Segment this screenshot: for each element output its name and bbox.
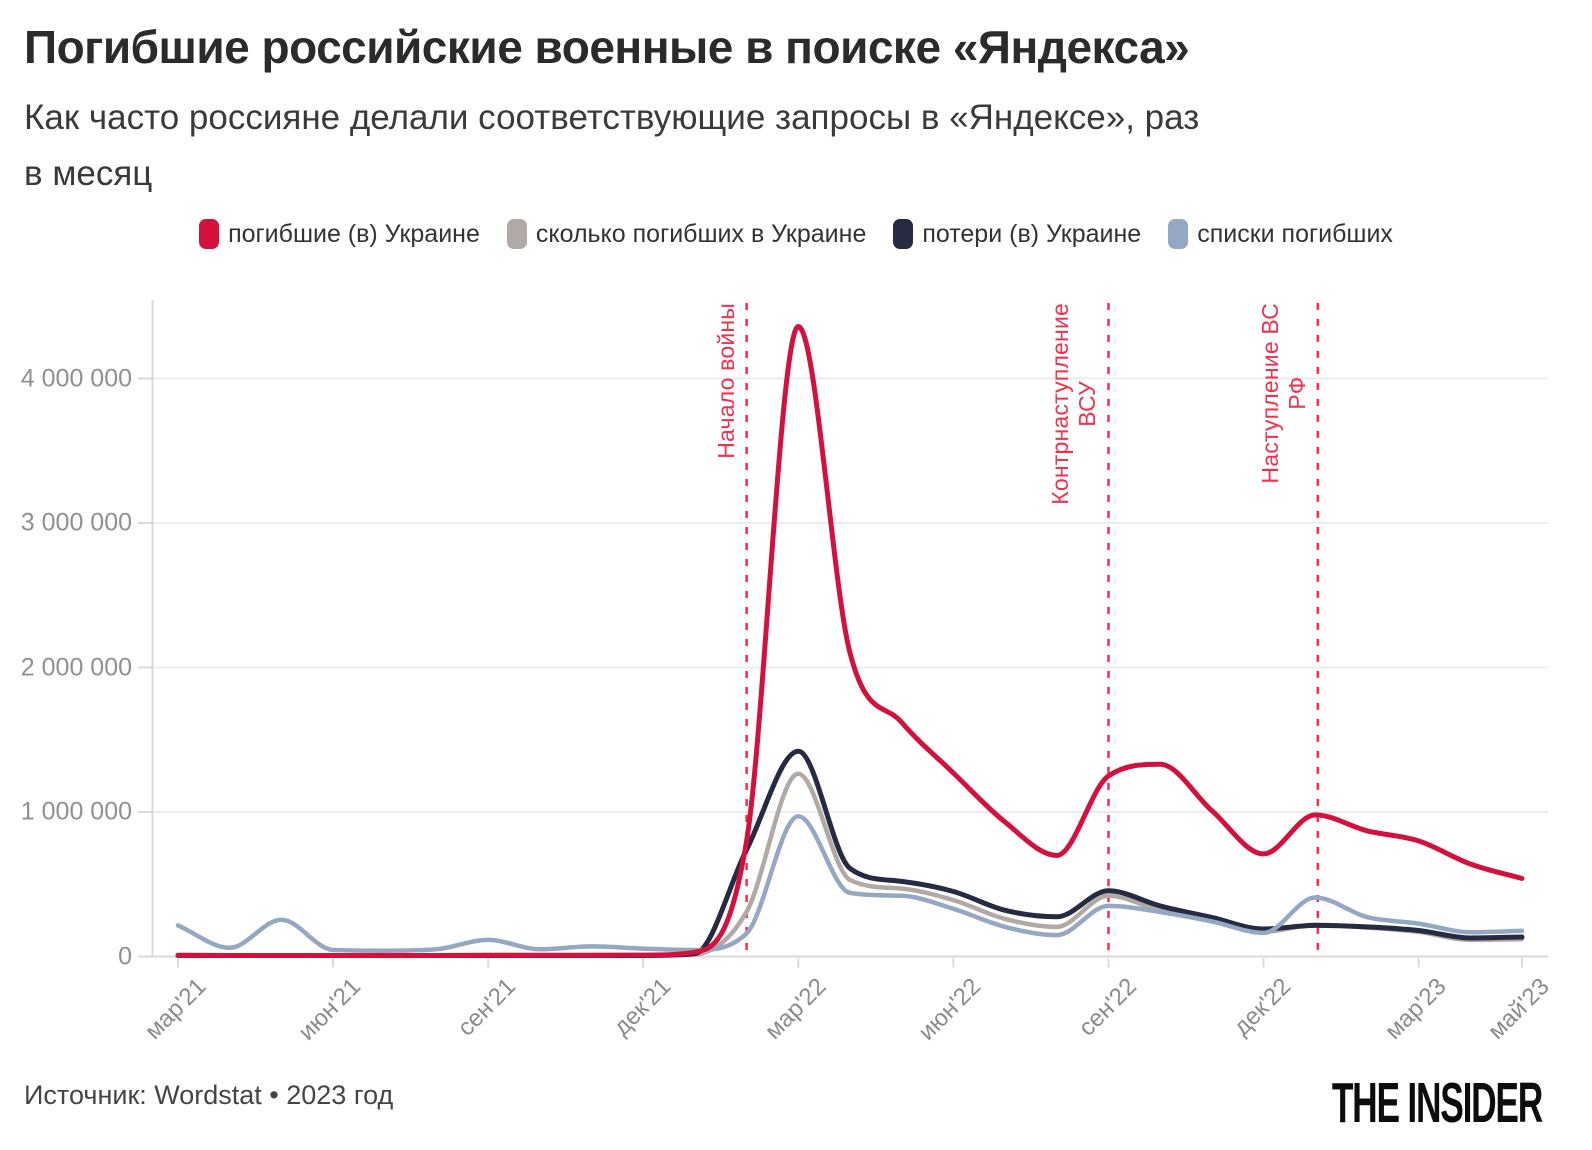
legend-swatch	[893, 219, 914, 249]
line-lists-of-dead	[175, 814, 1525, 953]
legend-item-3: списки погибших	[1168, 219, 1393, 249]
source-note: Источник: Wordstat • 2023 год	[24, 1080, 394, 1110]
legend-item-2: потери (в) Украине	[893, 219, 1141, 249]
annotation-war-start: Начало войны	[712, 303, 739, 459]
y-tick-label: 4 000 000	[20, 364, 132, 392]
y-tick-label: 1 000 000	[20, 797, 132, 826]
legend-swatch	[506, 219, 527, 249]
annotation-russia-offensive: Наступление ВС РФ	[1256, 303, 1310, 484]
legend-item-label: потери (в) Украине	[922, 219, 1142, 248]
y-tick-label: 3 000 000	[20, 508, 132, 537]
legend-item-label: списки погибших	[1197, 219, 1393, 248]
the-insider-logo: THE INSIDER	[1331, 1071, 1543, 1135]
legend-item-label: погибшие (в) Украине	[228, 219, 480, 248]
line-dead-in-ukraine	[175, 324, 1525, 959]
y-tick-label: 2 000 000	[20, 653, 132, 681]
y-tick-label: 0	[118, 942, 132, 970]
legend-swatch	[199, 219, 220, 249]
annotation-ukraine-counteroffensive: Контрнаступление ВСУ	[1047, 303, 1101, 505]
line-losses-in-ukraine	[175, 748, 1525, 959]
legend-item-label: сколько погибших в Украине	[535, 219, 867, 248]
chart-subtitle-line1: Как часто россияне делали соответствующи…	[24, 98, 1200, 137]
chart-subtitle: Как часто россияне делали соответствующи…	[24, 90, 1199, 202]
chart-title: Погибшие российские военные в поиске «Ян…	[24, 21, 1190, 73]
legend: погибшие (в) Украине сколько погибших в У…	[0, 219, 1592, 249]
legend-item-0: погибшие (в) Украине	[199, 219, 480, 249]
legend-swatch	[1168, 219, 1189, 249]
legend-item-1: сколько погибших в Украине	[506, 219, 867, 249]
chart-subtitle-line2: в месяц	[24, 154, 153, 193]
line-how-many-dead-in-ukraine	[175, 771, 1525, 958]
